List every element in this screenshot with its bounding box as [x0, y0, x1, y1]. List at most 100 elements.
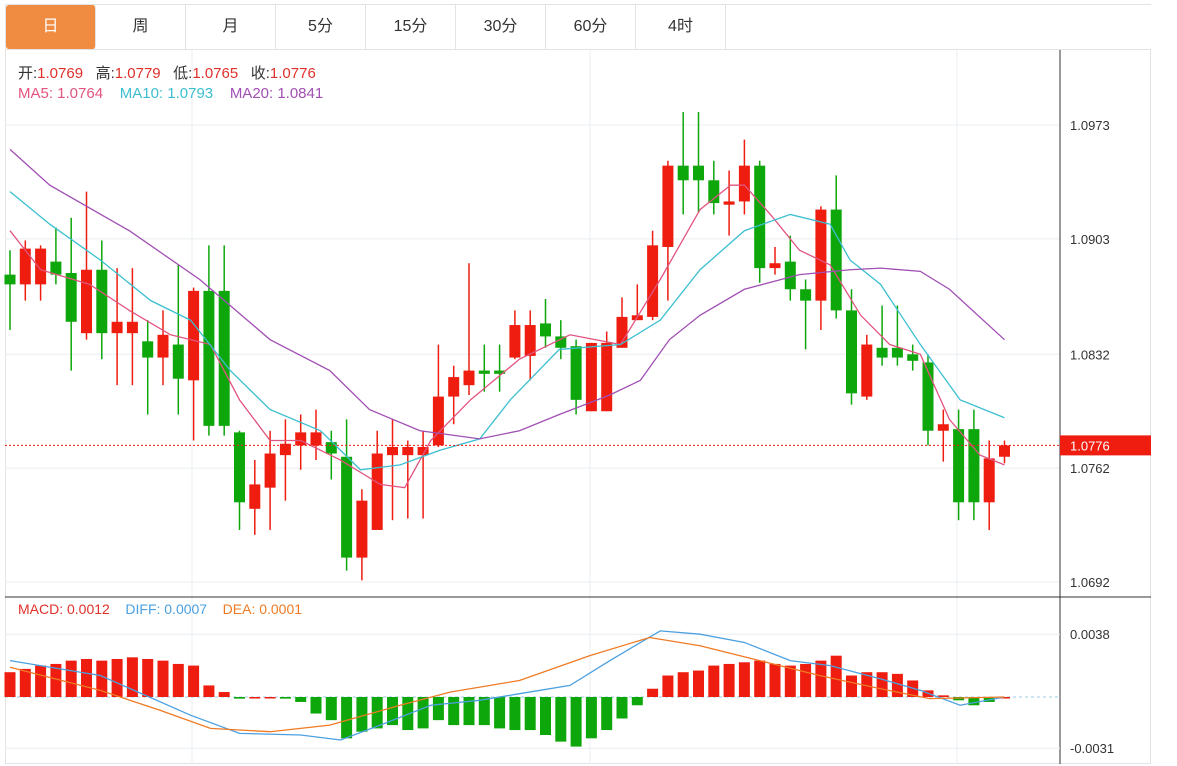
ma-info: MA5: 1.0764 MA10: 1.0793 MA20: 1.0841 — [18, 85, 323, 102]
macd-bar — [188, 665, 200, 697]
macd-bar — [555, 697, 567, 742]
tab-week[interactable]: 周 — [96, 5, 186, 49]
macd-bar — [264, 697, 276, 699]
macd-bar — [754, 660, 766, 697]
candle-up — [19, 248, 31, 285]
candle-down — [96, 269, 108, 334]
candle-down — [754, 165, 766, 269]
macd-bar — [50, 663, 62, 697]
macd-bar — [494, 697, 506, 729]
macd-bar — [19, 668, 31, 697]
macd-bar — [738, 662, 750, 697]
diff-line — [9, 630, 1005, 741]
macd-bar — [524, 697, 536, 731]
macd-bar — [937, 695, 949, 697]
macd-bar — [999, 697, 1010, 699]
tab-60min[interactable]: 60分 — [546, 5, 636, 49]
candle-down — [142, 341, 154, 358]
candle-up — [723, 201, 735, 205]
open-value: 1.0769 — [37, 65, 84, 82]
candle-down — [65, 272, 77, 322]
macd-info: MACD: 0.0012 DIFF: 0.0007 DEA: 0.0001 — [18, 601, 302, 617]
macd-bar — [769, 663, 781, 697]
candle-down — [677, 165, 689, 181]
macd-bar — [723, 663, 735, 697]
tab-5min[interactable]: 5分 — [276, 5, 366, 49]
candle-down — [555, 336, 567, 348]
macd-bar — [295, 697, 307, 702]
dea-value: DEA: 0.0001 — [222, 601, 303, 617]
candle-up — [647, 245, 659, 317]
dea-line — [9, 636, 1005, 733]
candle-up — [738, 165, 750, 202]
candle-down — [907, 354, 919, 361]
open-label: 开: — [18, 65, 38, 82]
candle-up — [402, 447, 414, 456]
price-tick-label: 1.0973 — [1070, 118, 1110, 133]
macd-bar — [325, 697, 337, 721]
candle-down — [172, 344, 184, 379]
macd-bar — [172, 663, 184, 697]
macd-bar — [356, 697, 368, 732]
macd-bar — [432, 697, 444, 721]
candle-down — [50, 261, 62, 275]
ma10-line — [9, 191, 1005, 471]
candle-up — [188, 290, 200, 381]
candle-up — [815, 209, 827, 301]
candle-down — [800, 289, 812, 301]
macd-bar — [784, 665, 796, 697]
candle-down — [922, 362, 934, 431]
ma10-value: MA10: 1.0793 — [119, 85, 214, 102]
candle-down — [876, 347, 888, 358]
candle-up — [81, 269, 92, 334]
price-tick-label: 1.0762 — [1070, 461, 1110, 476]
tab-day[interactable]: 日 — [6, 5, 96, 49]
macd-bar — [647, 688, 659, 697]
price-tick-label: 1.0832 — [1070, 347, 1110, 362]
candle-up — [662, 165, 674, 247]
candle-up — [937, 424, 949, 431]
candle-up — [249, 484, 261, 509]
macd-bar — [891, 673, 903, 697]
candle-down — [784, 261, 796, 290]
tab-4hour[interactable]: 4时 — [636, 5, 726, 49]
tab-30min[interactable]: 30分 — [456, 5, 546, 49]
macd-bar — [142, 658, 154, 697]
macd-bar — [81, 658, 92, 697]
macd-bar — [310, 697, 322, 714]
macd-bar — [111, 658, 123, 697]
candle-up — [524, 325, 536, 356]
candle-down — [4, 274, 16, 285]
ma5-line — [9, 184, 1005, 489]
candle-up — [126, 321, 138, 334]
macd-bar — [876, 672, 888, 697]
tab-month[interactable]: 月 — [186, 5, 276, 49]
macd-bar — [585, 697, 597, 739]
tab-15min[interactable]: 15分 — [366, 5, 456, 49]
macd-bar — [96, 660, 108, 697]
macd-bar — [846, 675, 857, 697]
macd-bar — [800, 663, 812, 697]
macd-bar — [478, 697, 490, 726]
macd-bar — [601, 697, 613, 731]
candle-down — [341, 456, 353, 558]
candle-down — [494, 370, 506, 374]
candle-up — [601, 342, 613, 412]
candle-down — [846, 310, 857, 394]
candle-down — [203, 290, 215, 426]
macd-bar — [662, 675, 674, 697]
candle-up — [509, 325, 521, 358]
candle-down — [830, 209, 842, 311]
candle-down — [478, 370, 490, 374]
macd-bar — [463, 697, 475, 726]
macd-bar — [203, 685, 215, 697]
macd-bar — [218, 692, 230, 697]
candle-up — [111, 321, 123, 334]
candle-down — [540, 323, 551, 337]
last-price-badge — [1060, 435, 1151, 456]
macd-bar — [693, 670, 704, 697]
candle-up — [356, 500, 368, 558]
macd-bar — [402, 697, 414, 731]
macd-bar — [371, 697, 383, 729]
